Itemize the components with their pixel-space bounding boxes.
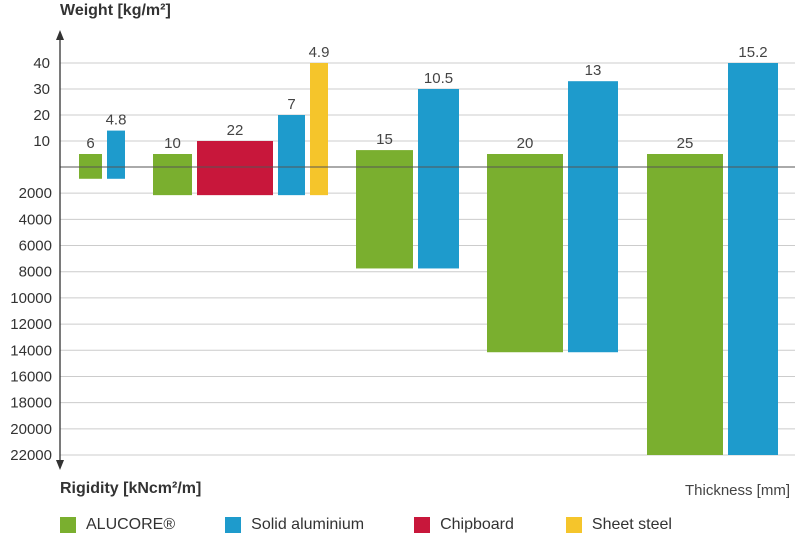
legend-swatch bbox=[60, 517, 76, 533]
rigidity-axis-title: Rigidity [kNcm²/m] bbox=[60, 480, 202, 497]
legend-label: Solid aluminium bbox=[251, 516, 365, 533]
rigidity-tick-label: 16000 bbox=[10, 368, 52, 385]
bar-value-label: 13 bbox=[585, 62, 602, 79]
rigidity-tick-label: 18000 bbox=[10, 395, 52, 412]
rigidity-tick-label: 14000 bbox=[10, 342, 52, 359]
bar-value-label: 15.2 bbox=[738, 44, 767, 61]
bar-value-label: 6 bbox=[86, 135, 94, 152]
bar bbox=[487, 154, 563, 353]
weight-tick-label: 40 bbox=[33, 55, 50, 72]
bar-value-label: 22 bbox=[227, 122, 244, 139]
axis-arrow-up-icon bbox=[56, 30, 64, 40]
bar bbox=[153, 154, 192, 196]
bar-value-label: 15 bbox=[376, 131, 393, 148]
legend-item: Sheet steel bbox=[565, 516, 672, 534]
legend-swatch bbox=[414, 517, 431, 533]
rigidity-tick-label: 2000 bbox=[19, 185, 52, 202]
legend-label: Chipboard bbox=[440, 516, 514, 533]
bar-chart: 10 20 30 40 2000 4000 6000 8000 10000 12000 14000 1… bbox=[10, 30, 795, 470]
weight-tick-label: 10 bbox=[33, 133, 50, 150]
weight-tick-label: 20 bbox=[33, 107, 50, 124]
bar bbox=[107, 130, 125, 179]
axis-arrow-down-icon bbox=[56, 460, 64, 470]
bar bbox=[418, 89, 459, 269]
rigidity-tick-label: 20000 bbox=[10, 421, 52, 438]
legend-swatch bbox=[225, 517, 242, 533]
weight-axis-title: Weight [kg/m²] bbox=[60, 2, 171, 19]
bar-value-label: 25 bbox=[677, 135, 694, 152]
bar-value-label: 10 bbox=[164, 135, 181, 152]
bar-value-label: 10.5 bbox=[424, 70, 453, 87]
thickness-axis-label: Thickness [mm] bbox=[684, 482, 790, 499]
bar bbox=[728, 63, 778, 455]
rigidity-tick-label: 4000 bbox=[19, 211, 52, 228]
legend-swatch bbox=[565, 517, 582, 533]
rigidity-tick-label: 8000 bbox=[19, 264, 52, 281]
bar bbox=[568, 81, 618, 353]
bar bbox=[278, 115, 305, 196]
legend-label: Sheet steel bbox=[591, 516, 672, 533]
rigidity-tick-label: 22000 bbox=[10, 447, 52, 464]
bar-value-label: 20 bbox=[517, 135, 534, 152]
bar bbox=[647, 154, 723, 455]
rigidity-tick-label: 10000 bbox=[10, 290, 52, 307]
legend-item: Solid aluminium bbox=[225, 516, 364, 534]
bar-value-label: 4.9 bbox=[309, 44, 330, 61]
bar bbox=[356, 150, 413, 269]
rigidity-tick-label: 12000 bbox=[10, 316, 52, 333]
bar bbox=[79, 154, 102, 179]
legend-item: ALUCORE® bbox=[60, 516, 175, 534]
weight-tick-label: 30 bbox=[33, 81, 50, 98]
bar bbox=[197, 141, 273, 196]
rigidity-tick-label: 6000 bbox=[19, 238, 52, 255]
legend-item: Chipboard bbox=[414, 516, 514, 534]
legend: ALUCORE® Solid aluminium Chipboard Sheet st… bbox=[60, 516, 672, 534]
bar bbox=[310, 63, 328, 196]
bar-value-label: 4.8 bbox=[106, 112, 127, 129]
legend-label: ALUCORE® bbox=[86, 516, 176, 533]
bar-value-label: 7 bbox=[287, 96, 295, 113]
